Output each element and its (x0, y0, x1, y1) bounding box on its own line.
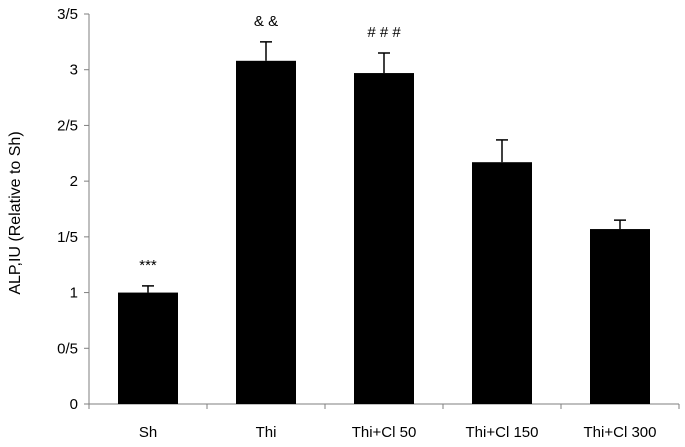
significance-annotation: & & (254, 13, 278, 30)
error-bars (142, 41, 626, 293)
bar (354, 73, 414, 405)
significance-annotation: # # # (367, 24, 401, 41)
annotations: *** & & # # # (139, 13, 401, 274)
bar (590, 229, 650, 404)
bar (118, 292, 178, 404)
bar (236, 60, 296, 405)
y-tick-label: 0/5 (57, 340, 78, 357)
bars (118, 60, 650, 405)
y-tick-label: 1/5 (57, 229, 78, 246)
y-tick-label: 3/5 (57, 6, 78, 23)
y-axis-label: ALP,IU (Relative to Sh) (7, 131, 24, 294)
y-ticks: 0 0/5 1 1/5 2 2/5 3 3/5 (57, 6, 89, 413)
x-tick-label: Thi (256, 424, 277, 441)
x-ticks: Sh Thi Thi+Cl 50 Thi+Cl 150 Thi+Cl 300 (88, 404, 680, 441)
x-tick-label: Sh (139, 424, 157, 441)
y-tick-label: 1 (70, 285, 78, 302)
x-tick-label: Thi+Cl 50 (352, 424, 417, 441)
y-tick-label: 3 (70, 62, 78, 79)
y-tick-label: 2/5 (57, 117, 78, 134)
y-tick-label: 2 (70, 173, 78, 190)
significance-annotation: *** (139, 257, 157, 274)
y-tick-label: 0 (70, 396, 78, 413)
bar (472, 162, 532, 404)
x-tick-label: Thi+Cl 150 (466, 424, 539, 441)
x-tick-label: Thi+Cl 300 (584, 424, 657, 441)
